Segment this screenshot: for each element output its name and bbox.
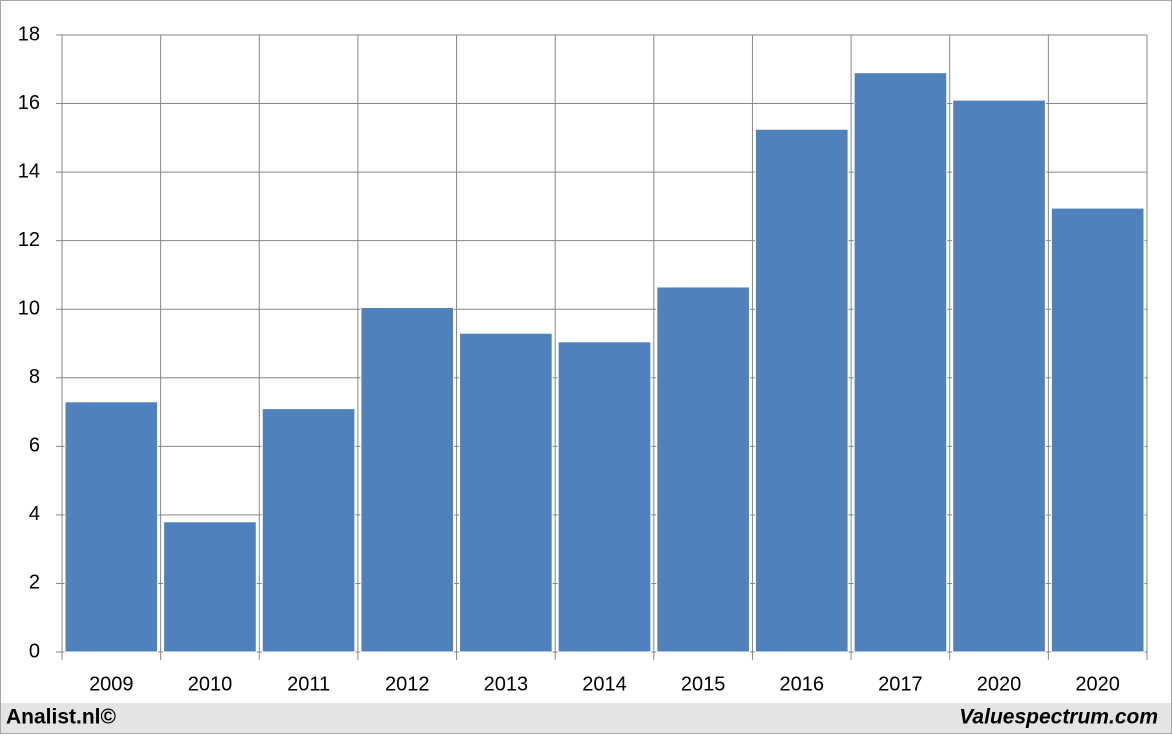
x-tick-label: 2014: [582, 673, 627, 695]
y-tick-label: 12: [18, 229, 40, 251]
y-tick-label: 10: [18, 298, 40, 320]
x-tick-label: 2009: [89, 673, 134, 695]
bar: [656, 286, 750, 653]
bar: [1050, 207, 1145, 653]
x-tick-label: 2015: [681, 673, 726, 695]
bar: [459, 332, 553, 653]
x-tick-label: 2010: [188, 673, 233, 695]
footer-band: [1, 703, 1171, 733]
bar: [952, 99, 1046, 653]
y-tick-label: 18: [18, 23, 40, 45]
y-tick-label: 16: [18, 92, 40, 114]
x-tick-label: 2020: [1075, 673, 1120, 695]
bar: [261, 408, 356, 653]
bar: [64, 401, 159, 653]
bar: [557, 341, 652, 653]
bar: [754, 128, 849, 653]
x-tick-label: 2013: [484, 673, 529, 695]
x-tick-label: 2011: [287, 673, 330, 695]
y-tick-label: 0: [29, 640, 40, 662]
x-tick-label: 2017: [878, 673, 923, 695]
y-tick-label: 4: [29, 503, 40, 525]
footer-left: Analist.nl©: [6, 706, 117, 729]
y-tick-label: 8: [29, 366, 40, 388]
y-tick-label: 14: [18, 160, 40, 182]
footer-right: Valuespectrum.com: [959, 706, 1158, 729]
x-tick-label: 2012: [385, 673, 430, 695]
y-tick-label: 6: [29, 435, 40, 457]
y-tick-label: 2: [29, 572, 40, 594]
x-tick-label: 2020: [977, 673, 1022, 695]
x-tick-label: 2016: [780, 673, 825, 695]
bar: [360, 307, 455, 653]
bar: [163, 521, 257, 653]
bar: [853, 72, 948, 653]
